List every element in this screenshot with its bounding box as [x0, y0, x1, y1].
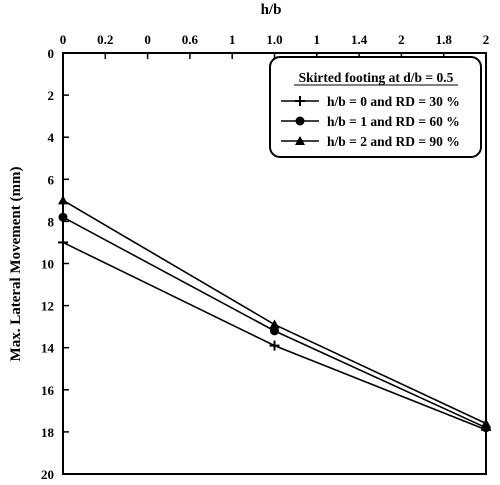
x-tick-label: 0 — [144, 32, 151, 47]
legend-label: h/b = 0 and RD = 30 % — [327, 94, 460, 109]
series-plus — [58, 237, 491, 435]
y-tick-label: 6 — [48, 172, 55, 187]
y-axis-ticks: 0 2 4 6 8 10 12 14 16 18 20 — [41, 46, 69, 482]
triangle-marker — [58, 195, 68, 205]
series-line — [62, 241, 487, 431]
circle-marker — [58, 212, 68, 222]
triangle-marker — [269, 319, 280, 329]
legend-item: h/b = 0 and RD = 30 % — [281, 94, 460, 109]
y-tick-label: 2 — [48, 88, 55, 103]
triangle-marker — [295, 136, 305, 145]
series-line — [62, 199, 487, 425]
circle-marker — [295, 116, 305, 126]
series-layer — [58, 195, 491, 435]
y-tick-label: 18 — [41, 425, 55, 440]
y-tick-label: 14 — [41, 341, 55, 356]
legend-title: Skirted footing at d/b = 0.5 — [299, 70, 454, 85]
y-tick-label: 0 — [48, 46, 55, 61]
x-tick-label: 2 — [398, 32, 405, 47]
plus-marker — [269, 340, 280, 351]
x-axis-ticks: 0 0.2 0 0.6 1 1.0 1 1.4 2 1.8 2 — [60, 32, 490, 59]
x-tick-label: 1.4 — [351, 32, 368, 47]
legend-item: h/b = 2 and RD = 90 % — [281, 134, 460, 149]
x-tick-label: 0.6 — [182, 32, 199, 47]
circle-marker — [270, 326, 279, 336]
y-tick-label: 16 — [41, 383, 55, 398]
x-tick-label: 1 — [229, 32, 236, 47]
x-tick-label: 1 — [314, 32, 321, 47]
plus-marker — [58, 237, 68, 248]
x-tick-label: 2 — [483, 32, 490, 47]
plus-marker — [295, 96, 305, 106]
y-tick-label: 12 — [41, 299, 54, 314]
x-tick-label: 1.8 — [436, 32, 453, 47]
y-tick-label: 20 — [41, 467, 54, 482]
series-triangle — [58, 195, 491, 428]
y-axis-title: Max. Lateral Movement (mm) — [8, 167, 24, 362]
x-axis-title: h/b — [261, 2, 282, 18]
legend-label: h/b = 2 and RD = 90 % — [327, 134, 460, 149]
legend-box — [269, 56, 482, 158]
triangle-marker — [481, 418, 491, 428]
y-tick-label: 8 — [48, 214, 55, 229]
legend-items: h/b = 0 and RD = 30 % h/b = 1 and RD = 60… — [281, 94, 460, 149]
legend-item: h/b = 1 and RD = 60 % — [281, 114, 460, 129]
y-tick-label: 10 — [41, 257, 54, 272]
x-tick-label: 0 — [60, 32, 67, 47]
legend-label: h/b = 1 and RD = 60 % — [327, 114, 460, 129]
x-tick-label: 1.0 — [266, 32, 282, 47]
x-tick-label: 0.2 — [97, 32, 113, 47]
y-tick-label: 4 — [48, 130, 55, 145]
legend: Skirted footing at d/b = 0.5 h/b = 0 and… — [269, 56, 482, 158]
series-circle — [58, 212, 491, 433]
